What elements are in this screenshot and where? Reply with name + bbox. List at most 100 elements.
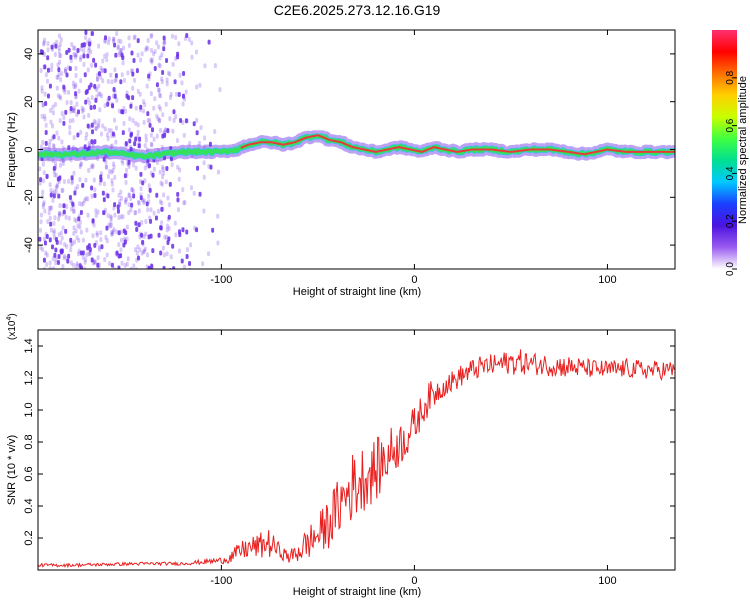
noise-speckle: [72, 135, 76, 141]
noise-speckle: [87, 251, 91, 257]
noise-speckle: [134, 120, 138, 126]
noise-speckle: [46, 55, 50, 61]
noise-speckle: [69, 157, 73, 163]
noise-speckle: [84, 35, 88, 41]
noise-speckle: [192, 121, 196, 127]
noise-speckle: [161, 69, 165, 75]
colorbar-gradient: [712, 30, 737, 269]
noise-speckle: [111, 230, 115, 236]
noise-speckle: [124, 198, 128, 204]
noise-speckle: [102, 197, 106, 203]
noise-speckle: [139, 57, 143, 63]
noise-speckle: [50, 44, 54, 50]
noise-speckle: [86, 196, 90, 202]
noise-speckle: [162, 192, 166, 198]
noise-speckle: [132, 188, 136, 194]
noise-speckle: [105, 225, 109, 231]
noise-speckle: [158, 199, 162, 205]
noise-speckle: [89, 82, 93, 88]
noise-speckle: [216, 240, 220, 246]
noise-speckle: [162, 41, 166, 47]
noise-speckle: [146, 158, 150, 164]
noise-speckle: [58, 162, 62, 168]
noise-speckle: [160, 220, 164, 226]
spectrogram-xtick-label: -100: [210, 274, 232, 286]
noise-speckle: [87, 45, 91, 51]
noise-speckle: [77, 88, 81, 94]
noise-speckle: [125, 196, 129, 202]
noise-speckle: [134, 220, 138, 226]
noise-speckle: [43, 91, 47, 97]
noise-speckle: [42, 170, 46, 176]
noise-speckle: [100, 93, 104, 99]
noise-speckle: [139, 195, 143, 201]
noise-speckle: [107, 127, 111, 133]
noise-speckle: [72, 84, 76, 90]
noise-speckle: [48, 138, 52, 144]
noise-speckle: [142, 120, 146, 126]
noise-speckle: [52, 230, 56, 236]
noise-speckle: [58, 212, 62, 218]
noise-speckle: [90, 257, 94, 263]
noise-speckle: [189, 242, 193, 248]
noise-speckle: [105, 132, 109, 138]
noise-speckle: [59, 53, 63, 59]
noise-speckle: [44, 100, 48, 106]
noise-speckle: [82, 42, 86, 48]
noise-speckle: [48, 260, 52, 266]
noise-speckle: [134, 105, 138, 111]
noise-speckle: [88, 249, 92, 255]
noise-speckle: [137, 255, 141, 261]
noise-speckle: [133, 210, 137, 216]
noise-speckle: [140, 220, 144, 226]
noise-speckle: [74, 93, 78, 99]
noise-speckle: [57, 193, 61, 199]
noise-speckle: [95, 87, 99, 93]
noise-speckle: [158, 106, 162, 112]
noise-speckle: [103, 103, 107, 109]
noise-speckle: [125, 224, 129, 230]
noise-speckle: [72, 230, 76, 236]
noise-speckle: [61, 203, 65, 209]
noise-speckle: [59, 95, 63, 101]
noise-speckle: [127, 163, 131, 169]
noise-speckle: [140, 51, 144, 57]
noise-speckle: [170, 33, 174, 39]
noise-speckle: [177, 248, 181, 254]
noise-speckle: [158, 169, 162, 175]
noise-speckle: [40, 113, 44, 119]
noise-speckle: [40, 85, 44, 91]
noise-speckle: [190, 54, 194, 60]
noise-speckle: [93, 193, 97, 199]
noise-speckle: [121, 160, 125, 166]
noise-speckle: [43, 116, 47, 122]
noise-speckle: [177, 176, 181, 182]
snr-ticks: -100 0 100 0.2 0.4 0.6 0.8 1.0 1.2 1.4: [23, 330, 675, 587]
noise-speckle: [149, 207, 153, 213]
noise-speckle: [61, 187, 65, 193]
noise-speckle: [199, 125, 203, 131]
noise-speckle: [131, 71, 135, 77]
noise-speckle: [136, 143, 140, 149]
noise-speckle: [76, 251, 80, 257]
noise-speckle: [76, 48, 80, 54]
noise-speckle: [38, 227, 42, 233]
noise-speckle: [134, 165, 138, 171]
noise-speckle: [127, 159, 131, 165]
noise-speckle: [122, 121, 126, 127]
noise-speckle: [87, 112, 91, 118]
noise-speckle: [51, 256, 55, 262]
noise-speckle: [67, 215, 71, 221]
noise-speckle: [158, 117, 162, 123]
noise-speckle: [70, 180, 74, 186]
noise-speckle: [48, 237, 52, 243]
spectrogram-ytick-label: 40: [23, 48, 35, 60]
noise-speckle: [43, 208, 47, 214]
noise-speckle: [90, 62, 94, 68]
noise-speckle: [178, 167, 182, 173]
noise-speckle: [56, 74, 60, 80]
noise-speckle: [140, 232, 144, 238]
noise-speckle: [68, 124, 72, 130]
noise-speckle: [168, 71, 172, 77]
noise-speckle: [119, 214, 123, 220]
